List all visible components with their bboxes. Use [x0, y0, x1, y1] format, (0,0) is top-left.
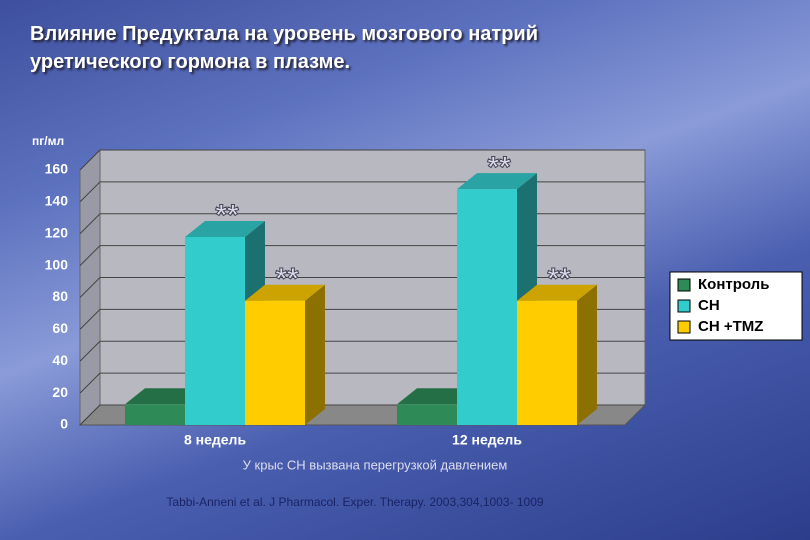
- y-tick-label: 0: [60, 416, 68, 432]
- legend-box: [669, 271, 803, 341]
- grid-line: [79, 277, 101, 298]
- slide-title: Влияние Предуктала на уровень мозгового …: [30, 23, 538, 73]
- grid-line: [79, 309, 101, 330]
- y-tick-label: 60: [52, 320, 68, 336]
- y-tick-label: 100: [45, 256, 69, 272]
- legend-swatch: [677, 278, 691, 292]
- bar: [245, 300, 305, 425]
- bar: [397, 404, 457, 425]
- grid-line: [79, 372, 101, 394]
- bar-top: [457, 173, 537, 190]
- bar: [125, 404, 185, 425]
- grid-line: [79, 245, 101, 266]
- x-tick-label: 12 недель: [452, 432, 522, 448]
- grid-line: [79, 340, 101, 362]
- y-tick-label: 140: [45, 193, 69, 209]
- bar: [517, 300, 577, 425]
- y-tick-label: 80: [52, 288, 68, 304]
- legend-label: СН: [698, 297, 720, 314]
- annotation: **: [487, 151, 511, 184]
- grid-line: [79, 181, 101, 203]
- y-tick-label: 160: [45, 161, 69, 177]
- y-tick-label: 120: [45, 224, 69, 240]
- y-axis-label: пг/мл: [32, 134, 64, 148]
- bar: [185, 236, 245, 425]
- source: Tabbi-Anneni et al. J Pharmacol. Exper. …: [166, 495, 543, 509]
- bar-side: [577, 284, 597, 425]
- annotation: **: [215, 199, 239, 232]
- legend-swatch: [677, 299, 691, 313]
- bar-top: [245, 284, 325, 301]
- y-tick-label: 40: [52, 352, 68, 368]
- annotation: **: [547, 263, 571, 296]
- legend-label: Контроль: [698, 276, 769, 293]
- bar-top: [185, 220, 265, 237]
- annotation: **: [275, 263, 299, 296]
- legend-label: СН +TMZ: [698, 318, 763, 335]
- grid-line: [79, 213, 101, 235]
- grid-line: [79, 404, 101, 426]
- subtitle: У крыс СН вызвана перегрузкой давлением: [243, 457, 508, 472]
- bar-side: [305, 284, 325, 425]
- grid-line: [79, 149, 101, 171]
- y-tick-label: 20: [52, 384, 68, 400]
- bar-top: [517, 284, 597, 301]
- bar: [457, 189, 517, 425]
- x-tick-label: 8 недель: [184, 432, 246, 448]
- legend-swatch: [677, 320, 691, 334]
